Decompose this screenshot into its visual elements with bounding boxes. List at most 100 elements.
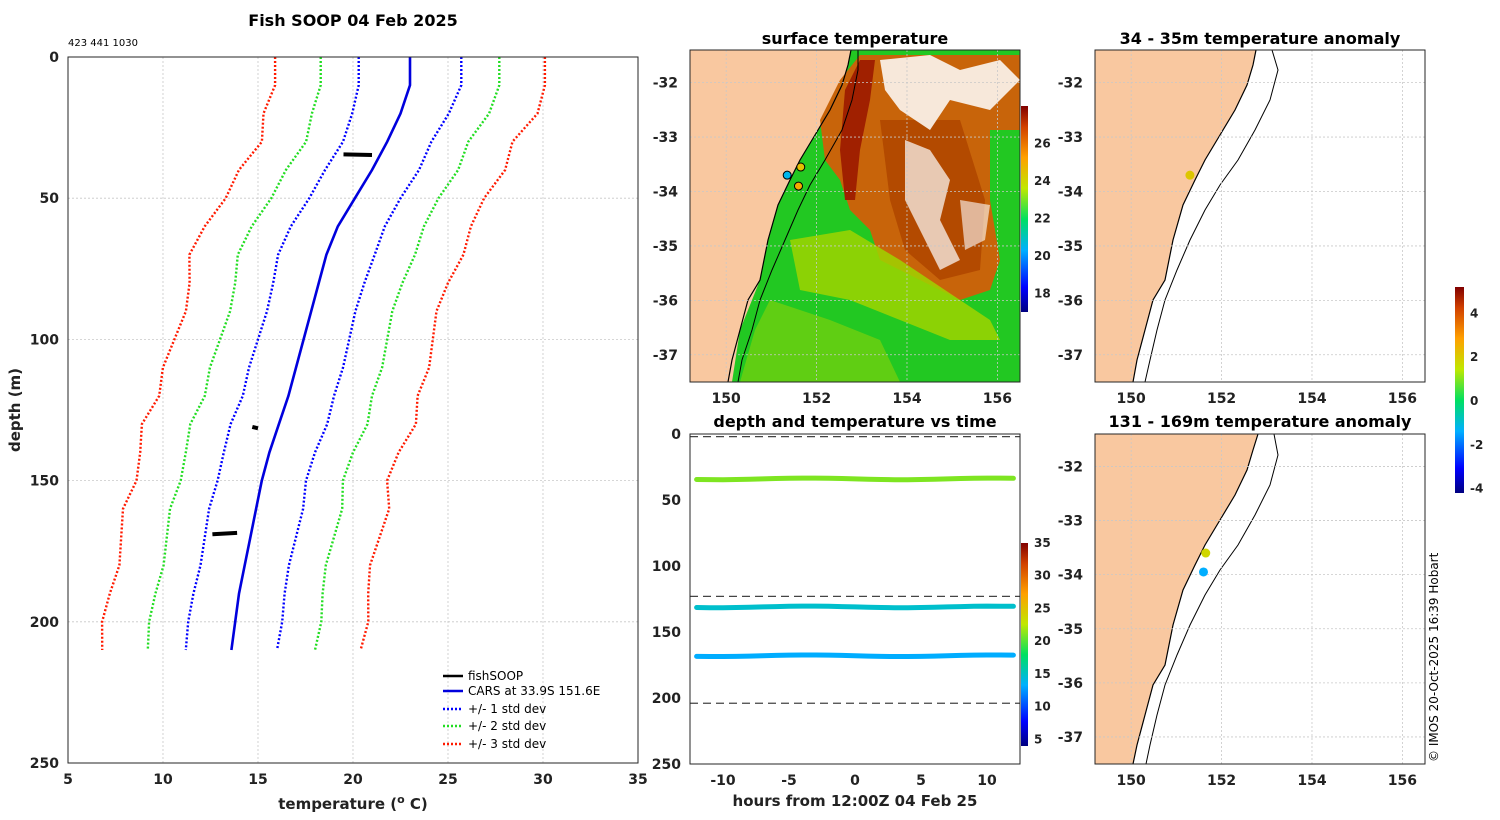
- anom1-point: [1185, 170, 1195, 180]
- sst-isobath: [737, 50, 859, 382]
- profile-line-sd1-plus: [275, 57, 463, 651]
- legend-sd2: +/- 2 std dev: [468, 719, 546, 733]
- sst-marker: [782, 170, 792, 180]
- anom2-ytick-label: -33: [1058, 514, 1083, 530]
- ts-frame: [689, 433, 1021, 765]
- ts-colorbar: [1021, 543, 1028, 746]
- profile-xlabel: temperature (o C): [278, 793, 428, 814]
- anomaly-colorbar-tick: -4: [1470, 482, 1483, 496]
- ts-ytick-label: 200: [652, 691, 681, 707]
- legend-cars: CARS at 33.9S 151.6E: [468, 684, 600, 698]
- anom2-coastline: [1132, 434, 1259, 764]
- ts-xtick-label: 0: [850, 773, 860, 789]
- anom1-ytick-label: -34: [1058, 185, 1084, 201]
- sst-mixed: [790, 230, 1000, 340]
- fishsoop-point: [343, 152, 373, 157]
- anom1-map: [1095, 50, 1279, 382]
- anom2-ticks: 150 152 154 156 -32 -33 -34 -35 -36 -37: [1058, 459, 1417, 789]
- sst-colorbar-tick: 20: [1034, 249, 1051, 263]
- ts-colorbar-ticks: 5 10 15 20 25 30 35: [1034, 536, 1051, 746]
- ts-xtick-label: 5: [916, 773, 926, 789]
- ts-xtick-label: -5: [781, 773, 797, 789]
- anom1-ticks: 150 152 154 156 -32 -33 -34 -35 -36 -37: [1058, 76, 1417, 407]
- anom2-grid: [1095, 434, 1425, 764]
- anom1-ytick-label: -35: [1058, 239, 1083, 255]
- id-label: 423 441 1030: [68, 38, 138, 49]
- sst-colorbar-tick: 18: [1034, 286, 1051, 300]
- profile-ytick-label: 100: [30, 332, 59, 348]
- legend-sd1: +/- 1 std dev: [468, 702, 546, 716]
- sst-cloud-2: [905, 140, 960, 270]
- anom1-coastline: [1132, 50, 1257, 382]
- ts-series-line: [694, 475, 1016, 483]
- sst-cloud-3: [960, 200, 990, 250]
- anom1-title: 34 - 35m temperature anomaly: [1120, 29, 1401, 48]
- ts-title: depth and temperature vs time: [713, 412, 996, 431]
- ts-colorbar-tick: 35: [1034, 536, 1051, 550]
- anom1-isobath: [1144, 50, 1279, 382]
- anom1-xtick-label: 154: [1297, 391, 1326, 407]
- sst-ytick-label: -32: [653, 76, 678, 92]
- profile-line-sd3-minus: [100, 57, 277, 651]
- ts-colorbar-tick: 10: [1034, 700, 1051, 714]
- profile-xtick-label: 25: [438, 772, 457, 788]
- ts-ytick-label: 150: [652, 625, 681, 641]
- ts-xlabel: hours from 12:00Z 04 Feb 25: [733, 792, 978, 810]
- profile-line-sd2-minus: [146, 57, 322, 651]
- ts-colorbar-tick: 15: [1034, 667, 1051, 681]
- sst-xtick-label: 152: [802, 391, 831, 407]
- sst-frame: [689, 49, 1021, 383]
- anom2-point: [1201, 548, 1211, 558]
- profile-ytick-label: 0: [49, 50, 59, 66]
- profile-xtick-label: 30: [533, 772, 553, 788]
- anomaly-colorbar-tick: 0: [1470, 394, 1478, 408]
- profile-ytick-label: 200: [30, 615, 59, 631]
- fishsoop-point: [212, 530, 238, 537]
- sst-ytick-label: -35: [653, 239, 678, 255]
- sst-ytick-label: -33: [653, 130, 678, 146]
- anom2-xtick-label: 150: [1117, 773, 1146, 789]
- anom2-points: [1198, 548, 1211, 577]
- anom1-xtick-label: 152: [1207, 391, 1236, 407]
- sst-marker: [796, 162, 806, 172]
- profile-ticks: 5 10 15 20 25 30 35 0 50 100 150 200 250: [30, 50, 648, 788]
- ts-series: [690, 436, 1020, 704]
- sst-ytick-label: -34: [653, 185, 679, 201]
- anom2-ytick-label: -37: [1058, 730, 1083, 746]
- anom1-xtick-label: 156: [1388, 391, 1417, 407]
- ts-ytick-label: 50: [662, 493, 682, 509]
- anom1-frame: [1094, 49, 1426, 383]
- profile-line-cars: [230, 57, 412, 651]
- sst-colorbar: [1021, 106, 1028, 312]
- anom1-ytick-label: -36: [1058, 293, 1083, 309]
- profile-xtick-label: 5: [63, 772, 73, 788]
- profile-xtick-label: 20: [343, 772, 363, 788]
- sst-map: [690, 50, 1020, 382]
- ts-xtick-label: 10: [977, 773, 997, 789]
- profile-xtick-label: 10: [153, 772, 173, 788]
- profile-ytick-label: 150: [30, 474, 59, 490]
- anom1-ytick-label: -33: [1058, 130, 1083, 146]
- credit-text: © IMOS 20-Oct-2025 16:39 Hobart: [1427, 552, 1441, 762]
- ts-colorbar-tick: 5: [1034, 732, 1042, 746]
- anom2-ytick-label: -35: [1058, 622, 1083, 638]
- sst-title: surface temperature: [762, 29, 949, 48]
- ts-xtick-label: -10: [710, 773, 736, 789]
- legend: fishSOOP CARS at 33.9S 151.6E +/- 1 std …: [443, 669, 600, 751]
- ts-series-line: [694, 603, 1016, 611]
- ts-colorbar-tick: 30: [1034, 569, 1051, 583]
- sst-colorbar-tick: 26: [1034, 136, 1051, 150]
- anom2-land: [1095, 434, 1258, 764]
- sst-ticks: 150 152 154 156 -32 -33 -34 -35 -36 -37: [653, 76, 1012, 407]
- anomaly-colorbar-tick: -2: [1470, 438, 1483, 452]
- profile-lines: [100, 57, 547, 651]
- anom2-ytick-label: -36: [1058, 676, 1083, 692]
- ts-colorbar-tick: 25: [1034, 601, 1051, 615]
- profile-line-sd3-plus: [359, 57, 547, 651]
- profile-xtick-label: 15: [248, 772, 267, 788]
- profile-xtick-label: 35: [628, 772, 647, 788]
- profile-ylabel: depth (m): [6, 368, 24, 452]
- anomaly-colorbar-tick: 4: [1470, 306, 1478, 320]
